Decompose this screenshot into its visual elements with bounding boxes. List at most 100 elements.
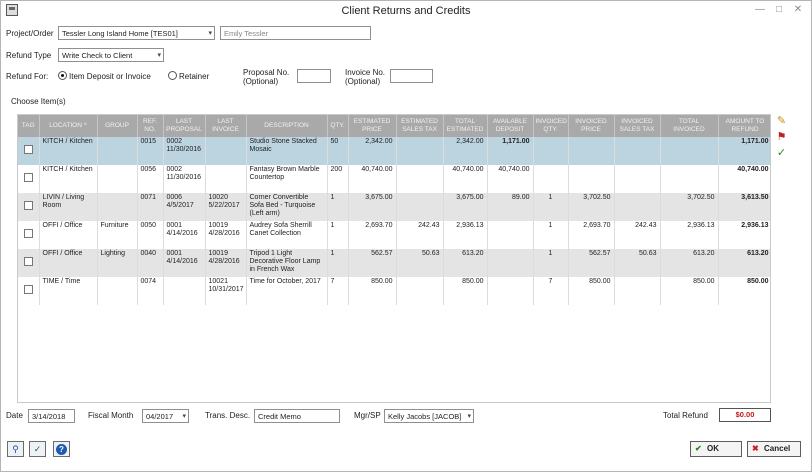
date-label: Date <box>6 411 23 420</box>
table-row[interactable]: LIVIN / Living Room 0071 0006 4/5/2017 1002… <box>18 193 770 221</box>
maximize-button[interactable]: □ <box>775 4 783 15</box>
tag-cell <box>18 165 40 193</box>
tag-checkbox[interactable] <box>23 145 33 154</box>
column-header[interactable]: INVOICED QTY. <box>533 115 569 137</box>
help-icon: ? <box>56 444 67 455</box>
cell-proposal: 0002 11/30/2016 <box>163 165 206 193</box>
cell-inv-qty: 7 <box>533 277 569 305</box>
cell-ref: 0071 <box>137 193 164 221</box>
chevron-down-icon: ▾ <box>208 30 212 37</box>
column-header[interactable]: ESTIMATED SALES TAX <box>396 115 444 137</box>
minimize-button[interactable]: — <box>755 4 765 15</box>
tag-checkbox[interactable] <box>23 229 33 238</box>
cell-invoice: 10019 4/28/2016 <box>205 249 247 277</box>
column-header[interactable]: ESTIMATED PRICE <box>348 115 397 137</box>
tag-checkbox[interactable] <box>23 285 33 294</box>
cell-total-est: 2,936.13 <box>443 221 488 249</box>
cell-inv-price: 3,702.50 <box>568 193 615 221</box>
column-header[interactable]: LAST PROPOSAL <box>163 115 206 137</box>
column-header[interactable]: LOCATION ^ <box>39 115 98 137</box>
cell-inv-qty <box>533 165 569 193</box>
table-row[interactable]: KITCH / Kitchen 0015 0002 11/30/2016 Studio… <box>18 137 770 165</box>
fiscal-month-label: Fiscal Month <box>88 411 134 420</box>
cell-location: LIVIN / Living Room <box>39 193 98 221</box>
mgr-sp-select[interactable]: Kelly Jacobs [JACOB] ▾ <box>384 409 474 423</box>
column-header[interactable]: INVOICED PRICE <box>568 115 615 137</box>
cell-total-inv: 2,936.13 <box>660 221 719 249</box>
cell-inv-tax <box>614 277 661 305</box>
column-header[interactable]: QTY. <box>327 115 349 137</box>
cell-description: Fantasy Brown Marble Countertop <box>246 165 328 193</box>
tag-cell <box>18 249 40 277</box>
date-field[interactable]: 3/14/2018 <box>28 409 75 423</box>
trans-desc-field[interactable]: Credit Memo <box>254 409 340 423</box>
cell-proposal: 0006 4/5/2017 <box>163 193 206 221</box>
proposal-no-sublabel: (Optional) <box>243 77 279 86</box>
cell-total-inv: 850.00 <box>660 277 719 305</box>
cell-inv-price: 2,693.70 <box>568 221 615 249</box>
cell-est-price: 2,342.00 <box>348 137 397 165</box>
proposal-no-input[interactable] <box>297 69 331 83</box>
column-header[interactable]: TAG <box>18 115 40 137</box>
ok-label: OK <box>707 444 719 453</box>
client-name-field[interactable]: Emily Tessler <box>220 26 371 40</box>
column-header[interactable]: AMOUNT TO REFUND <box>718 115 770 137</box>
cell-inv-price <box>568 165 615 193</box>
choose-items-label: Choose Item(s) <box>11 97 66 106</box>
trans-desc-label: Trans. Desc. <box>205 411 251 420</box>
cell-inv-tax <box>614 165 661 193</box>
spellcheck-button[interactable]: ✓ <box>29 441 46 457</box>
cell-total-inv: 613.20 <box>660 249 719 277</box>
cell-qty: 50 <box>327 137 349 165</box>
project-order-select[interactable]: Tessler Long Island Home [TES01] ▾ <box>58 26 215 40</box>
cell-group: Furniture <box>97 221 138 249</box>
cell-est-price: 850.00 <box>348 277 397 305</box>
invoice-no-input[interactable] <box>390 69 433 83</box>
cell-est-tax <box>396 137 444 165</box>
ok-button[interactable]: ✔ OK <box>690 441 742 457</box>
cell-inv-price: 562.57 <box>568 249 615 277</box>
column-header[interactable]: TOTAL INVOICED <box>660 115 719 137</box>
cell-refund: 613.20 <box>718 249 770 277</box>
table-row[interactable]: KITCH / Kitchen 0056 0002 11/30/2016 Fantas… <box>18 165 770 193</box>
cell-qty: 200 <box>327 165 349 193</box>
cell-invoice <box>205 165 247 193</box>
column-header[interactable]: GROUP <box>97 115 138 137</box>
cell-inv-qty <box>533 137 569 165</box>
tag-checkbox[interactable] <box>23 173 33 182</box>
radio-retainer[interactable] <box>168 71 177 80</box>
column-header[interactable]: REF. NO. <box>137 115 164 137</box>
cell-refund: 40,740.00 <box>718 165 770 193</box>
radio-item-deposit[interactable] <box>58 71 67 80</box>
cell-qty: 7 <box>327 277 349 305</box>
column-header[interactable]: LAST INVOICE <box>205 115 247 137</box>
fiscal-month-select[interactable]: 04/2017 ▾ <box>142 409 189 423</box>
tag-checkbox[interactable] <box>23 201 33 210</box>
tag-checkbox[interactable] <box>23 257 33 266</box>
chevron-down-icon: ▾ <box>157 52 161 59</box>
table-row[interactable]: OFFI / Office Lighting 0040 0001 4/14/2016 1… <box>18 249 770 277</box>
pencil-icon[interactable]: ✎ <box>776 115 787 127</box>
column-header[interactable]: INVOICED SALES TAX <box>614 115 661 137</box>
column-header[interactable]: TOTAL ESTIMATED <box>443 115 488 137</box>
cell-ref: 0050 <box>137 221 164 249</box>
search-button[interactable]: ⚲ <box>7 441 24 457</box>
cell-location: KITCH / Kitchen <box>39 137 98 165</box>
table-row[interactable]: OFFI / Office Furniture 0050 0001 4/14/2016… <box>18 221 770 249</box>
column-header[interactable]: AVAILABLE DEPOSIT <box>487 115 534 137</box>
cell-location: OFFI / Office <box>39 249 98 277</box>
items-table: TAG LOCATION ^ GROUP REF. NO. LAST PROPO… <box>18 115 770 305</box>
items-grid: TAG LOCATION ^ GROUP REF. NO. LAST PROPO… <box>17 114 771 403</box>
cell-est-price: 2,693.70 <box>348 221 397 249</box>
table-row[interactable]: TIME / Time 0074 10021 10/31/2017 Time for … <box>18 277 770 305</box>
cancel-button[interactable]: ✖ Cancel <box>747 441 801 457</box>
refund-type-select[interactable]: Write Check to Client ▾ <box>58 48 164 62</box>
cell-est-tax <box>396 277 444 305</box>
help-button[interactable]: ? <box>53 441 70 457</box>
column-header[interactable]: DESCRIPTION <box>246 115 328 137</box>
tag-icon[interactable]: ⚑ <box>776 131 787 143</box>
cell-inv-qty: 1 <box>533 221 569 249</box>
checkmark-icon[interactable]: ✓ <box>776 147 787 159</box>
close-button[interactable]: ✕ <box>793 4 803 15</box>
chevron-down-icon: ▾ <box>182 413 186 420</box>
